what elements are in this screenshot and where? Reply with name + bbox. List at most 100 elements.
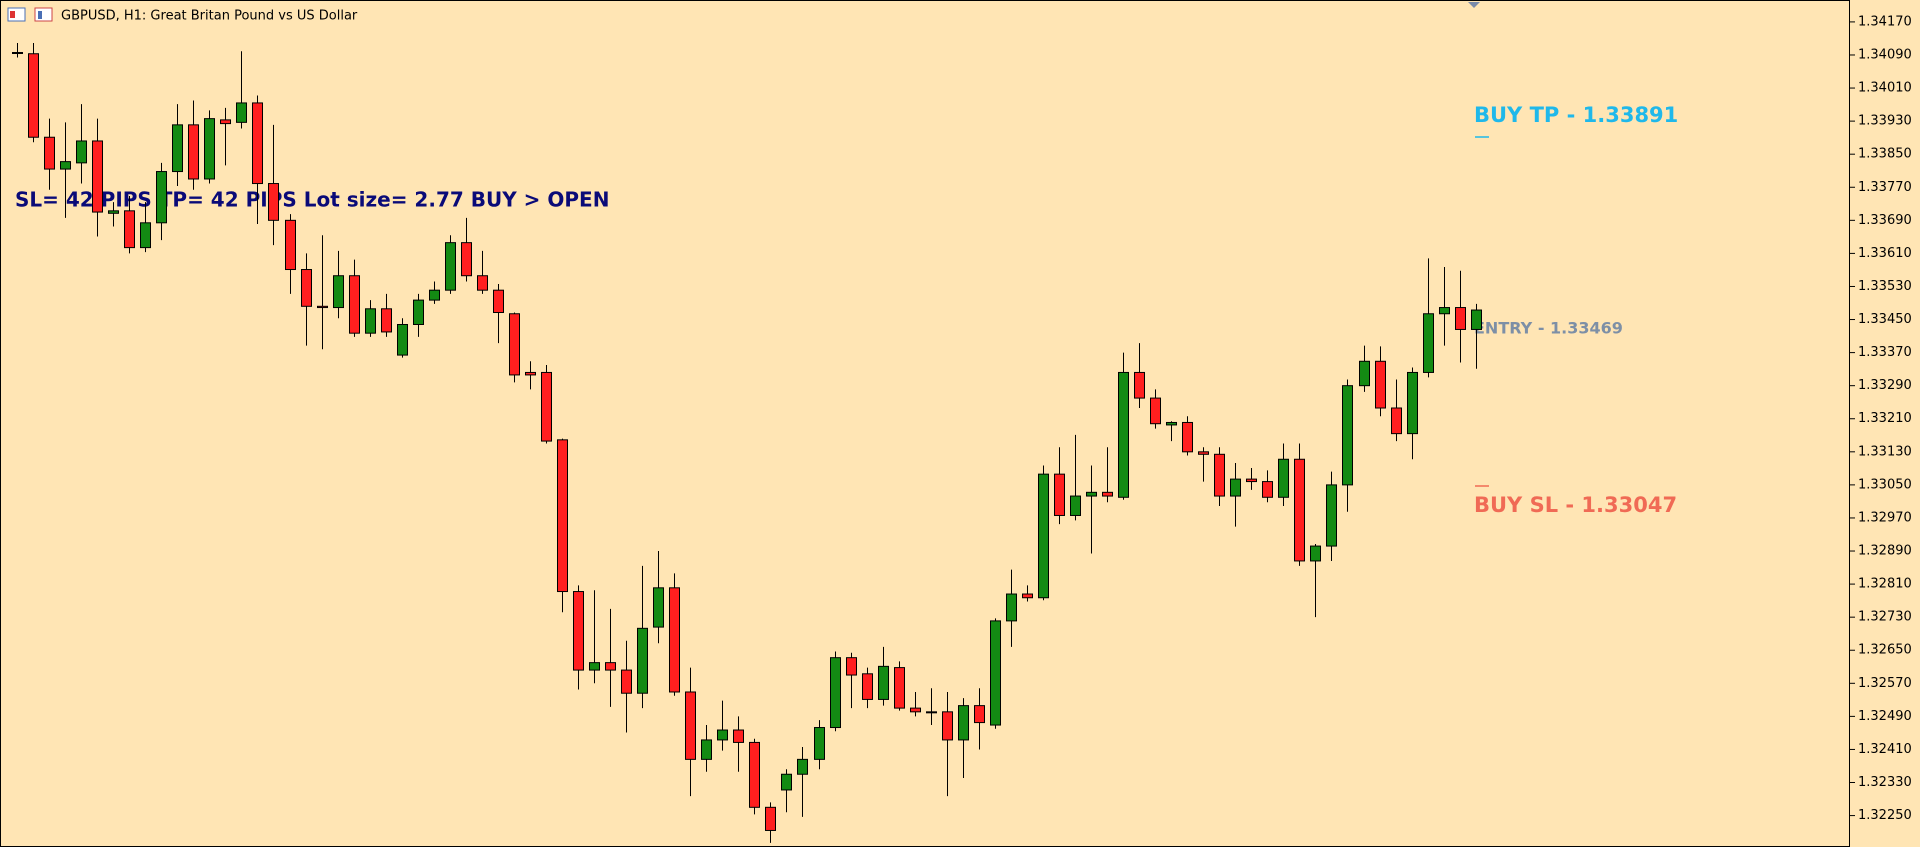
candle-body [397, 323, 408, 356]
y-tick-label: 1.33930 [1858, 114, 1912, 129]
status-text: SL= 42 PIPS TP= 42 PIPS Lot size= 2.77 B… [15, 188, 609, 212]
candle-body [124, 210, 135, 249]
candle-body [429, 289, 440, 301]
tp-label: BUY TP - 1.33891 [1474, 103, 1678, 127]
candle-body [958, 705, 969, 741]
candle-body [589, 662, 600, 671]
shift-marker [1468, 2, 1480, 8]
candle-body [846, 657, 857, 676]
y-tick-label: 1.32970 [1858, 510, 1912, 525]
icon [10, 11, 15, 18]
candle-body [1439, 307, 1450, 315]
candle-body [910, 707, 921, 713]
candle-body [28, 53, 39, 138]
candle-body [573, 591, 584, 671]
candle-body [1471, 309, 1482, 330]
candle-body [301, 269, 312, 307]
y-tick-label: 1.32730 [1858, 610, 1912, 625]
candle-body [1246, 478, 1257, 483]
candle-body [349, 275, 360, 334]
candle-body [188, 124, 199, 180]
candle-body [493, 289, 504, 314]
y-tick-label: 1.33850 [1858, 147, 1912, 162]
candle-body [156, 171, 167, 224]
y-tick-label: 1.32410 [1858, 742, 1912, 757]
candle-body [509, 313, 520, 376]
y-tick-label: 1.33210 [1858, 411, 1912, 426]
y-tick-label: 1.34010 [1858, 81, 1912, 96]
icon [34, 7, 53, 22]
y-tick-label: 1.32490 [1858, 709, 1912, 724]
candle-body [1054, 473, 1065, 516]
candle-body [557, 439, 568, 593]
candle-body [1278, 458, 1289, 498]
candle-body [717, 729, 728, 741]
candle-body [1407, 371, 1418, 435]
candle-body [605, 662, 616, 671]
candle-body [172, 124, 183, 173]
y-tick-label: 1.34090 [1858, 47, 1912, 62]
candle-body [461, 242, 472, 277]
icon [38, 11, 42, 19]
y-tick-label: 1.33530 [1858, 279, 1912, 294]
y-tick-label: 1.33690 [1858, 213, 1912, 228]
chart-title: GBPUSD, H1: Great Britan Pound vs US Dol… [61, 9, 358, 24]
y-tick-label: 1.32250 [1858, 808, 1912, 823]
candle-body [381, 308, 392, 333]
candle-body [60, 161, 71, 170]
candle-body [749, 741, 760, 808]
y-tick-label: 1.32330 [1858, 775, 1912, 790]
candle-body [445, 242, 456, 291]
candle-body [1166, 421, 1177, 426]
candle-body [252, 102, 263, 185]
candle-body [862, 673, 873, 700]
candle-body [76, 140, 87, 164]
y-tick-label: 1.32570 [1858, 676, 1912, 691]
y-tick-label: 1.33130 [1858, 444, 1912, 459]
y-tick-label: 1.33050 [1858, 477, 1912, 492]
candle-body [140, 222, 151, 249]
candle-body [108, 210, 119, 214]
candle-body [365, 308, 376, 334]
candle-body [1006, 593, 1017, 622]
candle-body [653, 587, 664, 628]
candle-body [797, 758, 808, 775]
candle-body [477, 275, 488, 291]
candle-body [990, 620, 1001, 726]
candle-body [637, 627, 648, 694]
candle-body [204, 118, 215, 180]
candle-body [926, 711, 937, 714]
y-tick-label: 1.32650 [1858, 643, 1912, 658]
y-tick-label: 1.32810 [1858, 577, 1912, 592]
candle-body [814, 727, 825, 760]
candle-body [1118, 371, 1129, 498]
candle-body [1310, 545, 1321, 562]
candle-body [1359, 360, 1370, 387]
candle-body [1086, 491, 1097, 497]
candle-body [317, 305, 328, 309]
y-tick-label: 1.32890 [1858, 544, 1912, 559]
candle-body [781, 773, 792, 791]
candle-body [685, 691, 696, 760]
candle-body [894, 667, 905, 709]
candle-body [1423, 313, 1434, 373]
candle-body [765, 806, 776, 831]
y-tick-label: 1.33290 [1858, 378, 1912, 393]
candle-body [1038, 473, 1049, 599]
candle-body [285, 219, 296, 271]
candle-body [220, 119, 231, 125]
candle-body [830, 657, 841, 729]
candle-body [701, 739, 712, 760]
candle-body [236, 102, 247, 123]
candle-body [1150, 397, 1161, 425]
candle-body [1070, 495, 1081, 516]
candle-body [1455, 307, 1466, 330]
candle-body [1262, 481, 1273, 498]
candle-body [333, 275, 344, 309]
candle-body [1342, 385, 1353, 486]
candle-body [541, 371, 552, 442]
candle-body [942, 711, 953, 741]
candle-body [413, 299, 424, 325]
